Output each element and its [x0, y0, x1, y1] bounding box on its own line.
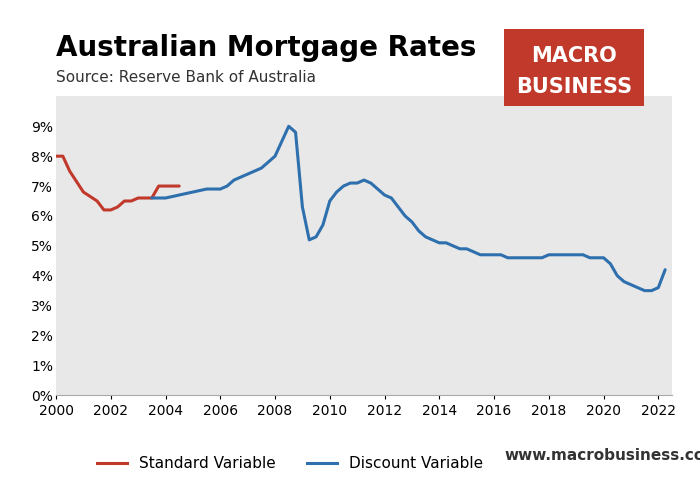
Legend: Standard Variable, Discount Variable: Standard Variable, Discount Variable	[90, 450, 490, 477]
Text: MACRO: MACRO	[531, 46, 617, 66]
Text: Australian Mortgage Rates: Australian Mortgage Rates	[56, 34, 477, 62]
Text: Source: Reserve Bank of Australia: Source: Reserve Bank of Australia	[56, 70, 316, 85]
Text: BUSINESS: BUSINESS	[516, 77, 632, 97]
Text: www.macrobusiness.com.au: www.macrobusiness.com.au	[504, 448, 700, 463]
